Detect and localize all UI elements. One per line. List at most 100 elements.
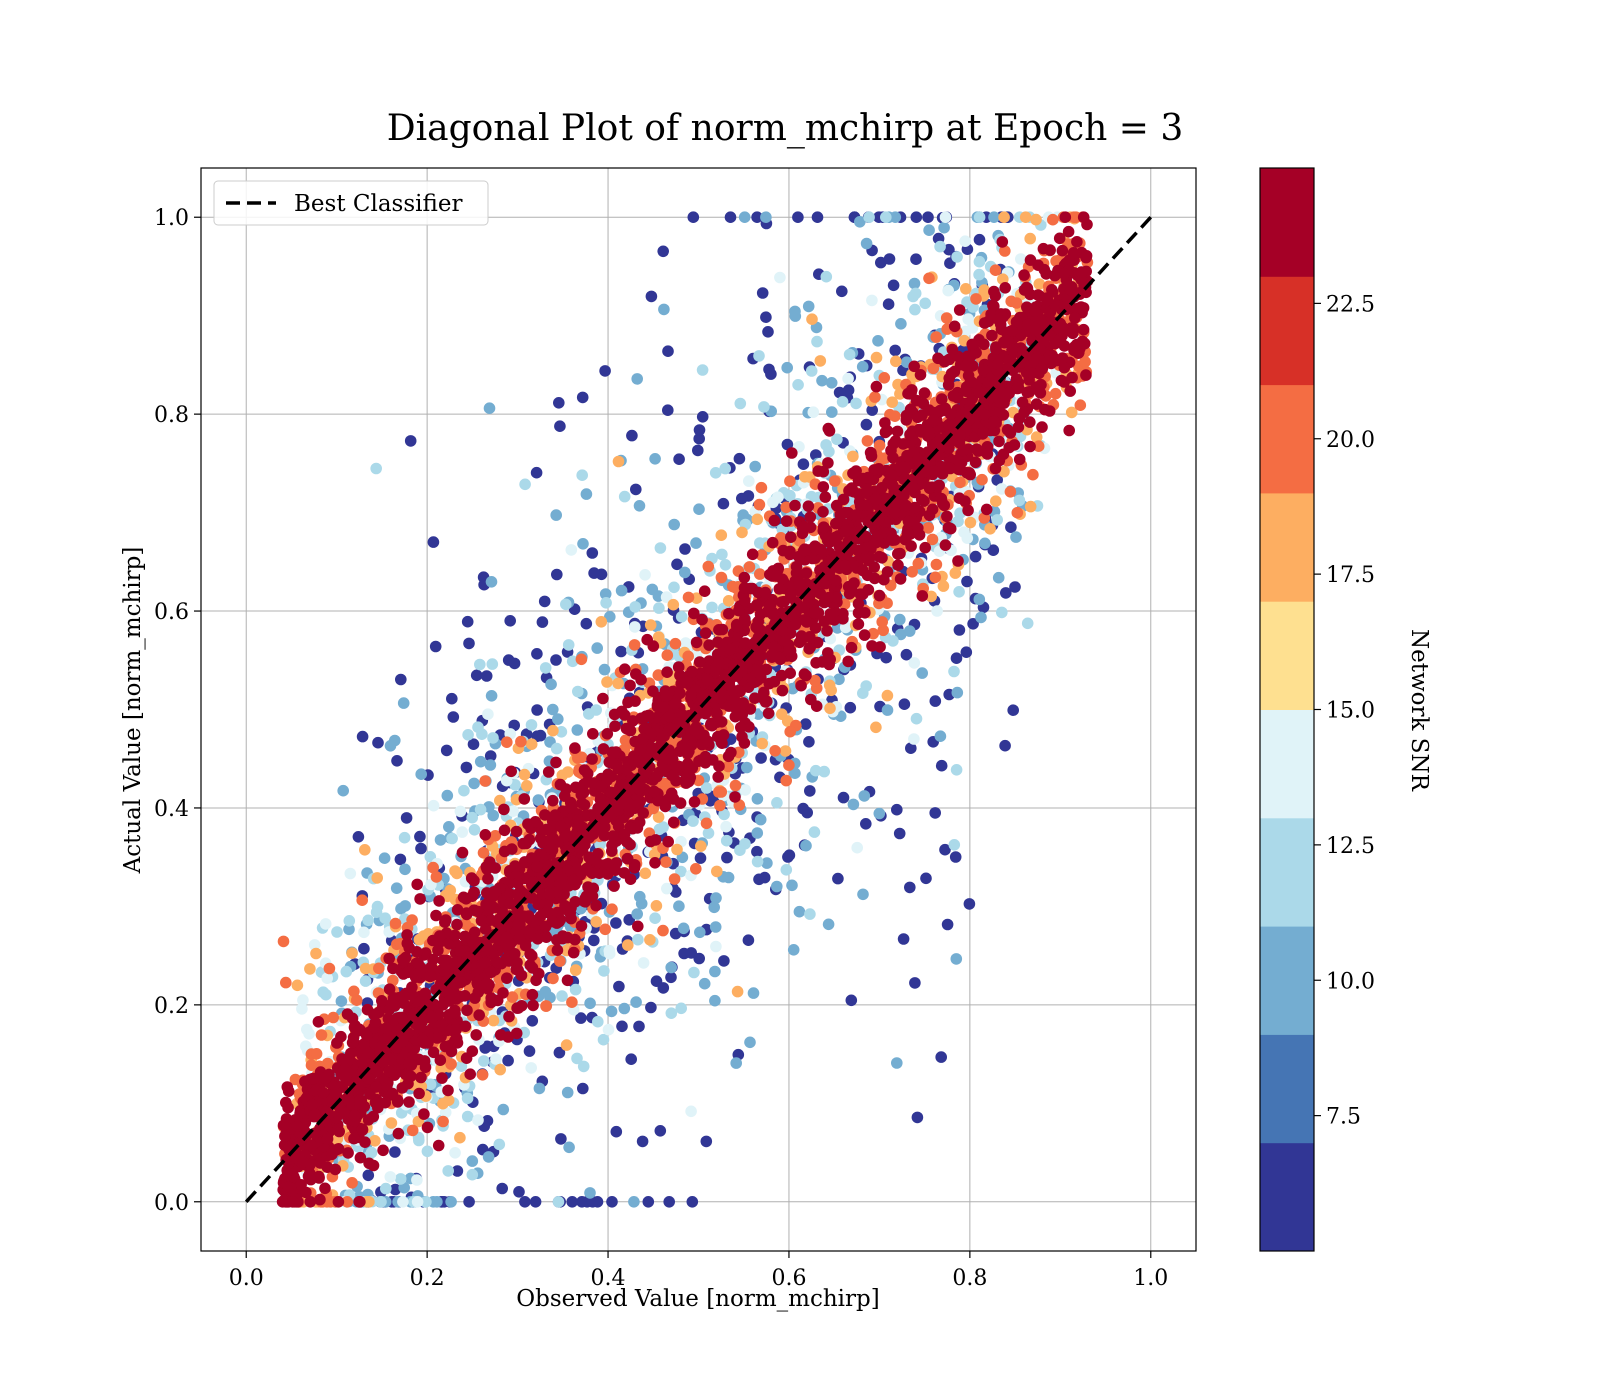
scatter-point [430,871,443,883]
scatter-point [280,976,292,989]
scatter-point [454,1131,466,1144]
scatter-point [906,566,918,578]
scatter-point [533,1082,546,1095]
scatter-point [822,918,835,931]
scatter-point [804,908,816,920]
scatter-point [637,957,650,969]
scatter-point [460,761,473,774]
scatter-point [751,211,763,223]
scatter-point [484,759,497,771]
scatter-point [832,872,844,885]
scatter-point [532,794,545,806]
scatter-point [1004,427,1017,439]
scatter-point [923,224,935,236]
scatter-point [688,966,700,979]
scatter-point [929,807,941,819]
scatter-point [461,1092,474,1105]
scatter-point [660,856,672,868]
scatter-point [843,348,856,361]
scatter-point [922,522,935,534]
scatter-point [560,1039,573,1051]
scatter-point [485,690,498,702]
scatter-point [566,655,579,668]
scatter-point [498,803,510,816]
scatter-point [474,658,486,671]
scatter-point [795,679,807,692]
scatter-point [671,843,683,856]
scatter-point [889,211,902,223]
scatter-point [530,466,543,479]
scatter-point [592,1015,604,1028]
scatter-point [654,1125,667,1137]
scatter-point [629,601,641,613]
scatter-point [464,1068,477,1080]
scatter-point [551,944,564,956]
scatter-point [584,1187,596,1199]
scatter-point [466,1045,479,1057]
scatter-point [547,972,559,985]
scatter-point [948,839,961,851]
scatter-point [749,460,761,473]
scatter-point [312,1016,325,1028]
scatter-point [356,894,369,906]
scatter-point [462,729,474,741]
scatter-point [671,558,683,571]
scatter-point [1009,581,1021,593]
scatter-point [538,595,551,608]
scatter-point [930,331,942,343]
scatter-point [842,372,854,385]
scatter-point [908,277,921,290]
scatter-point [900,648,913,661]
scatter-point [724,211,737,223]
scatter-point [861,435,874,447]
scatter-point [586,753,598,765]
scatter-point [751,845,763,858]
scatter-point [632,933,644,946]
scatter-point [631,908,643,920]
scatter-point [279,1130,291,1142]
scatter-point [951,251,963,263]
scatter-point [842,384,855,397]
scatter-point [575,751,588,764]
scatter-point [734,397,747,410]
scatter-point [525,738,538,750]
scatter-point [432,944,444,957]
scatter-point [1019,211,1032,223]
scatter-point [576,1196,588,1208]
scatter-point [599,588,612,600]
scatter-point [1018,269,1030,281]
scatter-point [722,871,735,884]
scatter-point [415,842,427,855]
scatter-point [315,1029,328,1041]
scatter-point [918,387,931,399]
scatter-point [779,745,792,757]
scatter-point [742,934,755,946]
scatter-point [612,677,624,690]
scatter-point [340,965,353,978]
scatter-point [391,755,403,767]
scatter-point [941,918,954,931]
scatter-point [588,934,600,947]
scatter-point [1067,247,1080,259]
scatter-point [496,1182,509,1195]
scatter-point [447,711,460,723]
scatter-point [371,900,384,913]
scatter-point [984,523,996,535]
scatter-point [319,918,332,930]
scatter-point [719,462,731,475]
scatter-point [395,902,407,915]
scatter-point [449,865,461,877]
scatter-point [373,962,385,975]
scatter-point [482,1151,495,1163]
scatter-point [844,701,857,714]
scatter-point [415,1071,427,1084]
scatter-point [577,1060,590,1073]
scatter-point [730,1057,742,1069]
scatter-point [975,611,987,624]
scatter-point [773,583,786,595]
scatter-point [598,965,610,977]
scatter-point [852,618,865,630]
scatter-point [599,365,611,377]
scatter-point [960,283,972,295]
scatter-point [346,1177,358,1189]
